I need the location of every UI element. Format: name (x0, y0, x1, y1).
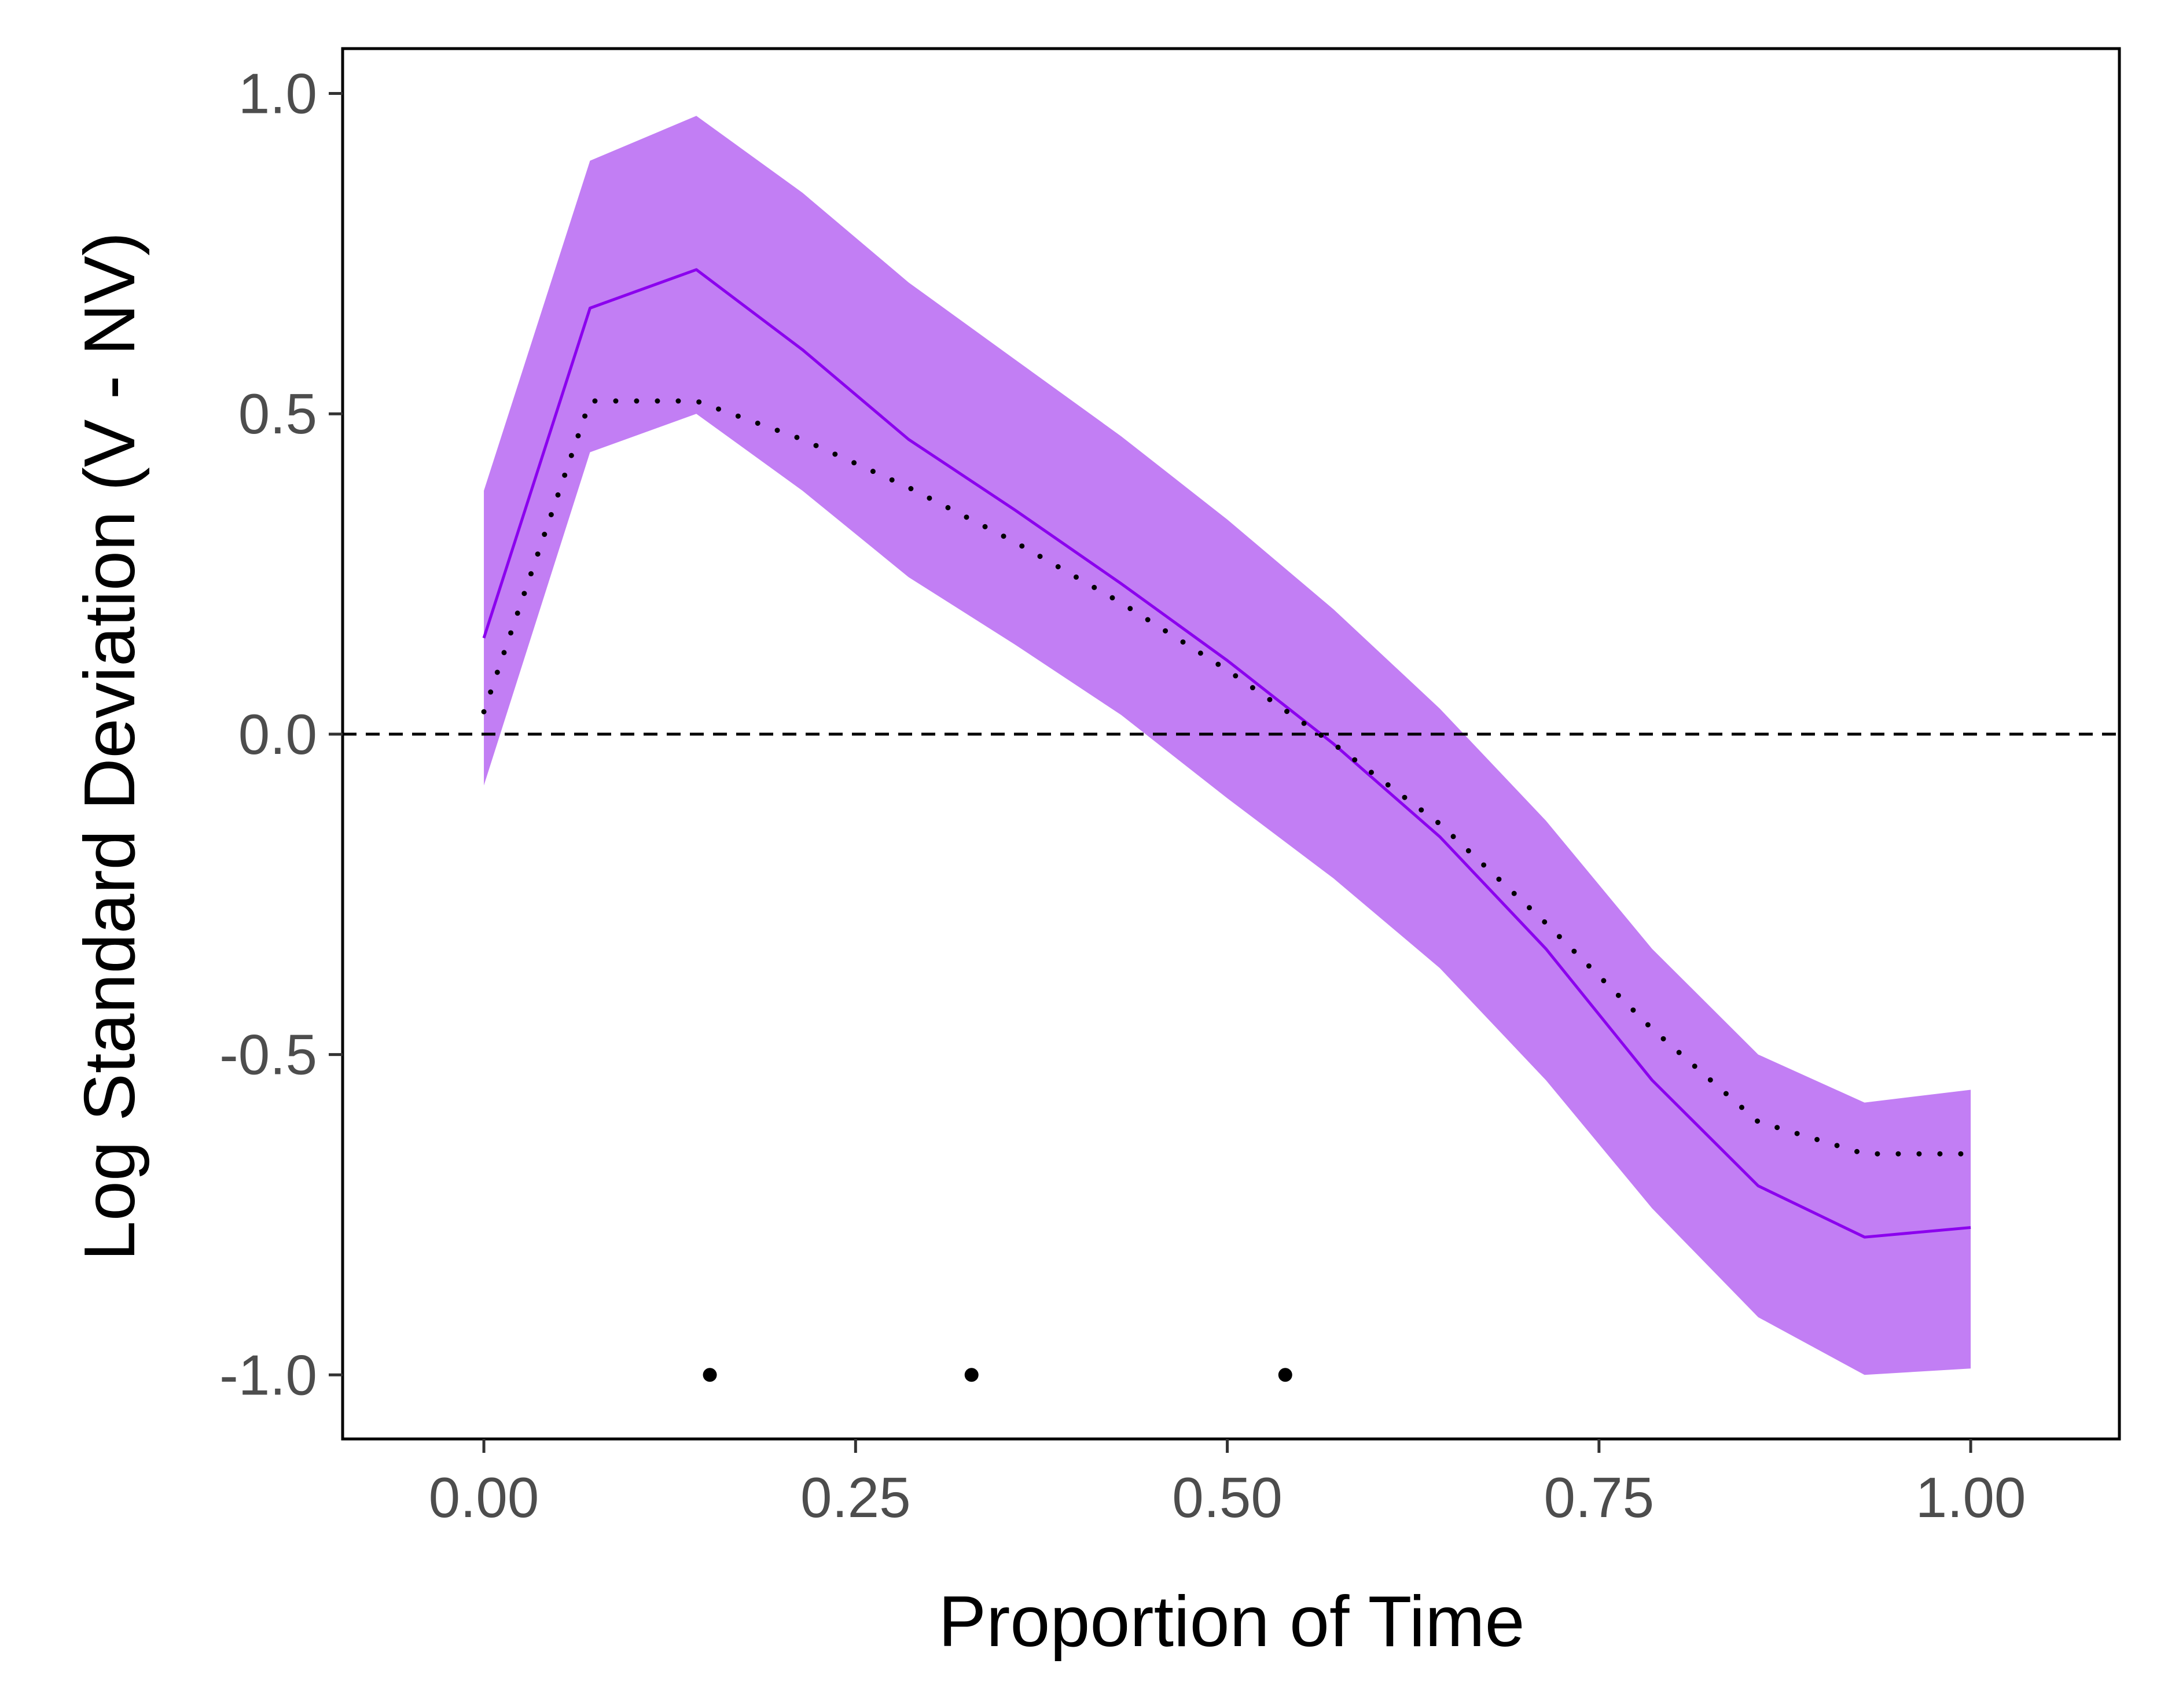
y-tick-label: 1.0 (238, 62, 317, 126)
significance-marker (703, 1368, 717, 1382)
significance-marker (1278, 1368, 1292, 1382)
y-tick-label: -0.5 (219, 1023, 317, 1087)
plot-area (343, 116, 2119, 1382)
x-tick-label: 0.50 (1172, 1466, 1283, 1529)
x-tick-label: 1.00 (1916, 1466, 2026, 1529)
axes: 1.0 0.5 0.0 -0.5 -1.0 0.00 0.25 0.50 0.75 1.00 (219, 47, 2121, 1529)
x-tick-label: 0.00 (429, 1466, 539, 1529)
y-tick-label: 0.5 (238, 382, 317, 446)
panel-border (341, 47, 2121, 1441)
significance-marker (964, 1368, 979, 1382)
x-axis-title: Proportion of Time (938, 1582, 1524, 1662)
x-tick-label: 0.75 (1544, 1466, 1654, 1529)
x-tick-label: 0.25 (800, 1466, 911, 1529)
confidence-ribbon (484, 116, 1971, 1375)
y-tick-label: -1.0 (219, 1343, 317, 1407)
y-axis-title: Log Standard Deviation (V - NV) (70, 232, 150, 1261)
solid-series-line (482, 268, 1971, 1239)
y-tick-label: 0.0 (238, 702, 317, 766)
